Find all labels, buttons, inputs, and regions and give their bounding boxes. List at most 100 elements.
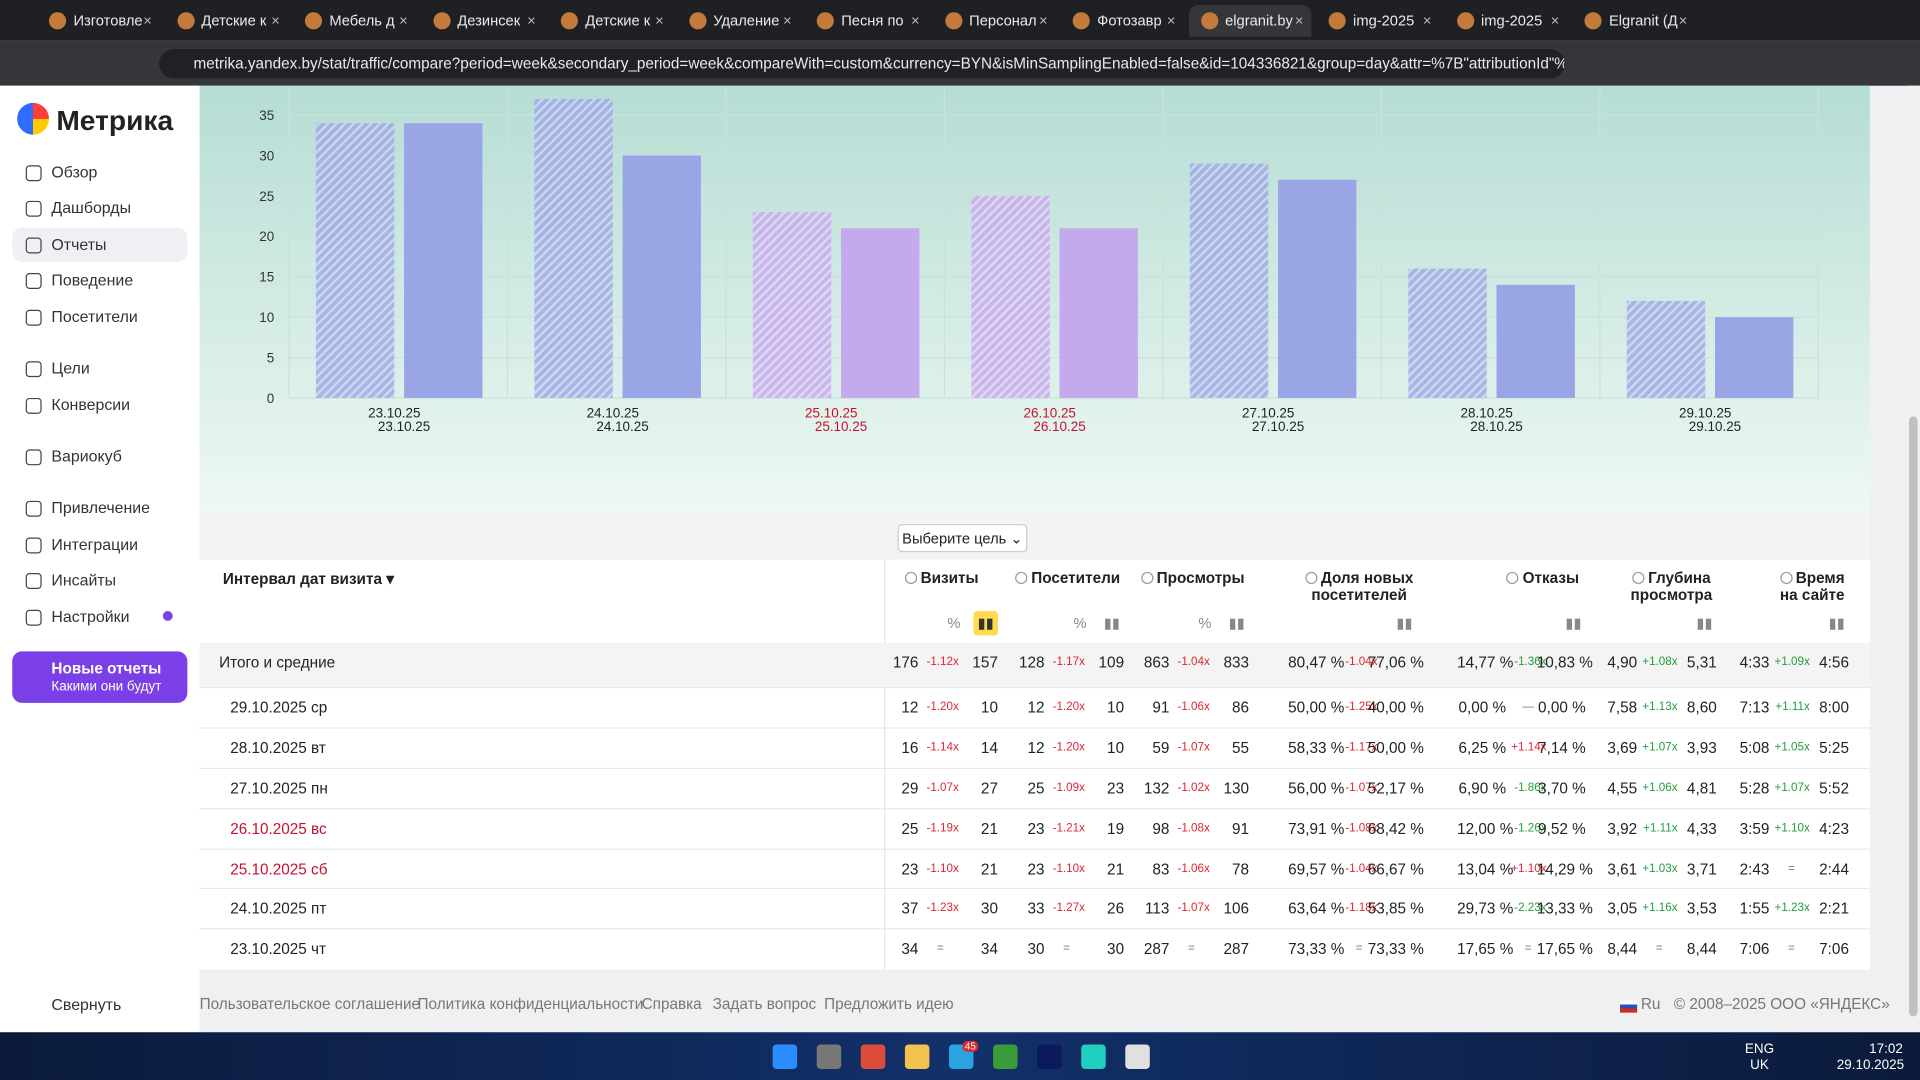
footer-link[interactable]: Справка	[641, 995, 702, 1013]
first-header[interactable]: Интервал дат визита ▾	[223, 569, 394, 588]
table-row[interactable]: 24.10.2025 пт 37 -1.23x 30 33 -1.27x 26 113 -1.0…	[199, 887, 1870, 928]
tab-close[interactable]: ×	[1422, 12, 1432, 30]
column-header[interactable]: Визиты	[885, 569, 998, 587]
scroll-thumb[interactable]	[1908, 416, 1918, 1017]
cell-value: 3,05	[1607, 900, 1638, 918]
chart-toggle[interactable]: ▮▮	[1828, 614, 1845, 632]
tab[interactable]: Дезинсек ×	[421, 5, 543, 37]
sort-mark: ▾	[386, 570, 394, 588]
column-header[interactable]: Просмотры	[1136, 569, 1249, 587]
tab[interactable]: Мебель д ×	[293, 5, 415, 37]
nav-item[interactable]: Поведение	[12, 263, 187, 297]
footer-link[interactable]: Задать вопрос	[712, 995, 817, 1013]
tab[interactable]: elgranit.by ×	[1188, 4, 1311, 37]
column-header[interactable]: Глубина просмотра	[1626, 569, 1717, 603]
table-row[interactable]: Итого и средние 176 -1.12x 157 128 -1.17x 109 8…	[199, 642, 1870, 687]
taskbar-icon[interactable]	[993, 1044, 1018, 1069]
nav-item[interactable]: Инсайты	[12, 563, 187, 597]
column-header[interactable]: Время на сайте	[1776, 569, 1849, 604]
chart-toggle[interactable]: ▮▮	[1396, 614, 1413, 632]
language[interactable]: Ru	[1640, 995, 1661, 1013]
footer-link[interactable]: Предложить идею	[824, 995, 954, 1013]
taskbar-icon[interactable]	[1125, 1044, 1150, 1069]
nav-item[interactable]: Интеграции	[12, 528, 187, 562]
goal-select[interactable]: Выберите цель ⌄	[897, 524, 1028, 553]
percent-toggle[interactable]: %	[1198, 614, 1212, 632]
nav-item[interactable]: Привлечение	[12, 491, 187, 525]
column-header[interactable]: Отказы	[1500, 569, 1586, 587]
tab-close[interactable]: ×	[527, 12, 536, 30]
nav-item[interactable]: Конверсии	[12, 388, 187, 422]
percent-toggle[interactable]: %	[947, 614, 961, 632]
table-row[interactable]: 29.10.2025 ср 12 -1.20x 10 12 -1.20x 10 91 -1.06…	[199, 686, 1870, 727]
tab-close[interactable]: ×	[1038, 12, 1048, 30]
taskbar-icon[interactable]	[904, 1044, 930, 1069]
lang[interactable]: ENG UK	[1745, 1042, 1774, 1074]
taskbar-icon[interactable]	[1081, 1044, 1106, 1069]
taskbar-icon[interactable]	[816, 1044, 842, 1069]
bar[interactable]	[1278, 179, 1357, 398]
bar[interactable]	[841, 228, 920, 398]
tab-close[interactable]: ×	[399, 12, 408, 30]
tab-close[interactable]: ×	[271, 12, 280, 30]
tab[interactable]: img-2025 ×	[1444, 5, 1566, 37]
tab-close[interactable]: ×	[1550, 12, 1560, 30]
chart-toggle[interactable]: ▮▮	[1696, 614, 1713, 632]
cell-value: 5:28	[1739, 780, 1770, 798]
footer-link[interactable]: Политика конфиденциальности	[417, 995, 644, 1013]
cell-value: 9,52 %	[1538, 820, 1586, 838]
tab[interactable]: Песня по ×	[804, 5, 926, 37]
chart-toggle[interactable]: ▮▮	[1565, 614, 1582, 632]
bar[interactable]	[404, 123, 483, 398]
footer-link[interactable]: Пользовательское соглашение	[199, 995, 421, 1013]
tab-close[interactable]: ×	[655, 12, 664, 30]
bar[interactable]	[1496, 284, 1575, 398]
nav-item[interactable]: Вариокуб	[12, 440, 187, 474]
tab-close[interactable]: ×	[1678, 12, 1688, 30]
promo-title: Новые отчеты	[51, 660, 162, 678]
chart-toggle[interactable]: ▮▮	[1103, 614, 1120, 632]
tab[interactable]: Изготовле ×	[37, 5, 159, 37]
tab-close[interactable]: ×	[1294, 12, 1304, 30]
url[interactable]: metrika.yandex.by/stat/traffic/compare?p…	[159, 48, 1565, 79]
bar[interactable]	[622, 155, 701, 398]
nav-item[interactable]: Настройки	[12, 600, 187, 634]
column-header[interactable]: Посетители	[1011, 569, 1124, 587]
nav-item[interactable]: Отчеты	[12, 227, 188, 263]
table-row[interactable]: 27.10.2025 пн 29 -1.07x 27 25 -1.09x 23 132 -1.0…	[199, 767, 1870, 808]
tab-close[interactable]: ×	[143, 12, 152, 30]
clock[interactable]: 17:02 29.10.2025	[1837, 1042, 1904, 1074]
tab[interactable]: Elgranit (Д ×	[1572, 5, 1694, 37]
cell-value: 34	[901, 940, 919, 958]
taskbar-icon[interactable]	[772, 1044, 798, 1069]
promo[interactable]: Новые отчеты Какими они будут	[12, 651, 188, 703]
bar[interactable]	[1059, 228, 1138, 398]
chart-toggle[interactable]: ▮▮	[1228, 614, 1245, 632]
nav-item[interactable]: Обзор	[12, 156, 187, 190]
table-row[interactable]: 26.10.2025 вс 25 -1.19x 21 23 -1.21x 19 98 -1.08…	[199, 808, 1870, 848]
taskbar-icon[interactable]	[1037, 1044, 1062, 1069]
taskbar-icon[interactable]	[860, 1044, 886, 1069]
logo[interactable]: Метрика	[56, 104, 174, 136]
tab-close[interactable]: ×	[1166, 12, 1176, 30]
column-header[interactable]: Доля новых посетителей	[1302, 569, 1417, 604]
tab[interactable]: Фотозавр ×	[1060, 5, 1182, 37]
tab[interactable]: Детские к ×	[549, 5, 671, 37]
info-icon	[1632, 571, 1645, 585]
tab[interactable]: Персонал ×	[932, 5, 1054, 37]
tab-close[interactable]: ×	[783, 12, 792, 30]
nav-item[interactable]: Посетители	[12, 300, 187, 334]
collapse[interactable]: Свернуть	[51, 995, 122, 1014]
nav-item[interactable]: Дашборды	[12, 191, 187, 225]
table-row[interactable]: 25.10.2025 сб 23 -1.10x 21 23 -1.10x 21 83 -1.06…	[199, 848, 1870, 889]
chart-toggle[interactable]: ▮▮	[973, 611, 998, 636]
table-row[interactable]: 23.10.2025 чт 34 = 34 30 = 30 287 = 287 73,33 % = 73…	[199, 928, 1870, 968]
tab[interactable]: Удаление ×	[677, 5, 799, 37]
table-row[interactable]: 28.10.2025 вт 16 -1.14x 14 12 -1.20x 10 59 -1.07…	[199, 727, 1870, 767]
percent-toggle[interactable]: %	[1073, 614, 1087, 632]
bar[interactable]	[1714, 317, 1794, 398]
tab[interactable]: img-2025 ×	[1316, 5, 1438, 37]
nav-item[interactable]: Цели	[12, 351, 187, 385]
tab[interactable]: Детские к ×	[165, 5, 287, 37]
tab-close[interactable]: ×	[911, 12, 920, 30]
